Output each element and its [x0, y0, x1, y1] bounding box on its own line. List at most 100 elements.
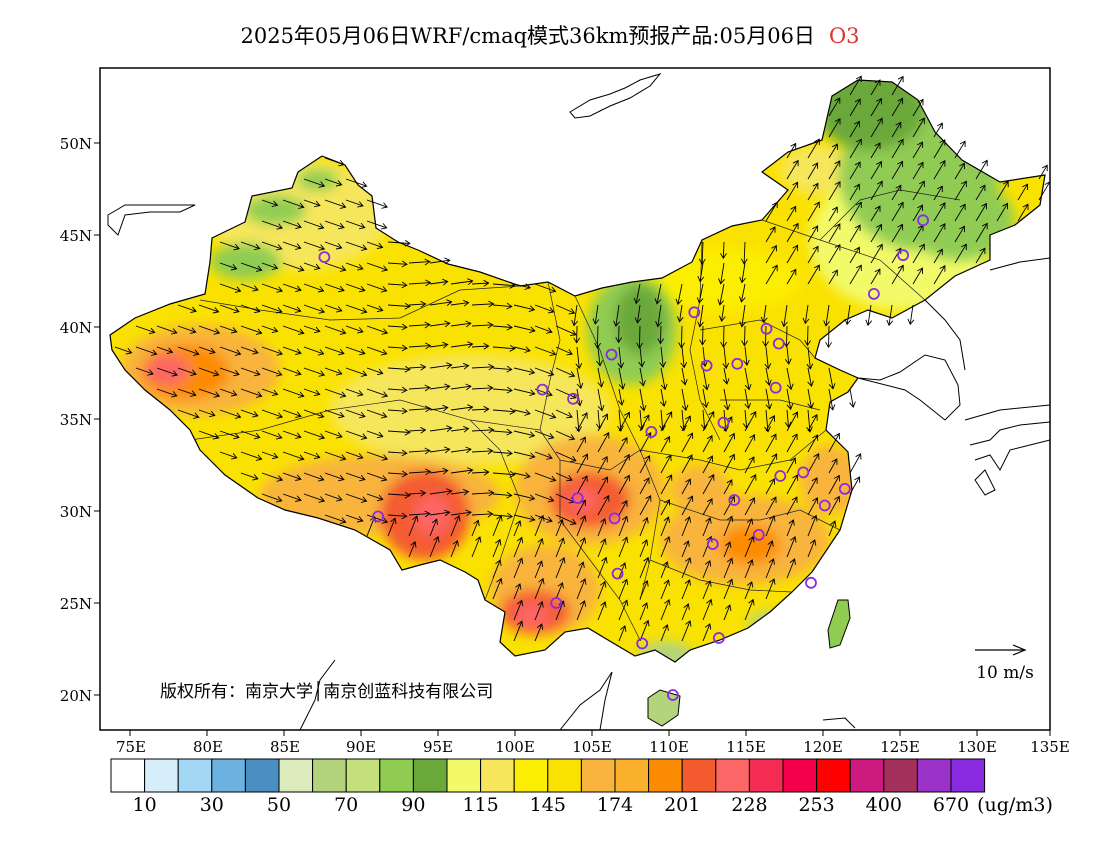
wind-arrow [261, 430, 283, 440]
wind-arrow [198, 430, 220, 440]
wind-arrow [492, 491, 513, 499]
wind-arrow [261, 199, 279, 208]
wind-arrow [513, 388, 536, 397]
wind-arrow [597, 601, 607, 621]
wind-arrow [722, 346, 730, 370]
wind-arrow [849, 246, 860, 264]
wind-arrow [471, 363, 495, 371]
wind-arrow [408, 300, 427, 308]
wind-arrow [429, 257, 451, 265]
wind-arrow [282, 472, 302, 481]
wind-arrow [219, 367, 240, 377]
wind-arrow [723, 388, 731, 411]
wind-arrow [156, 325, 178, 335]
wind-arrow [408, 489, 427, 497]
wind-arrow [870, 117, 883, 138]
city-marker [838, 482, 851, 495]
wind-arrow [702, 367, 710, 391]
wind-arrow [681, 478, 691, 495]
wind-arrow [870, 142, 881, 159]
wind-arrow [534, 367, 555, 377]
wind-arrow [471, 510, 494, 518]
wind-arrow [282, 367, 302, 376]
wind-arrow [555, 430, 576, 441]
wind-arrow [891, 138, 904, 159]
colorbar-label: 400 [866, 794, 902, 816]
wind-arrow [681, 579, 691, 600]
wind-arrow [303, 325, 321, 334]
wind-arrow [702, 388, 709, 409]
wind-arrow [680, 346, 688, 369]
wind-arrow [282, 325, 305, 335]
wind-arrow [534, 346, 557, 357]
wind-arrow [702, 559, 712, 579]
wind-arrow [408, 342, 432, 350]
wind-arrow [786, 159, 799, 180]
wind-arrow [492, 323, 513, 331]
wind-arrow [345, 199, 364, 208]
wind-arrow [784, 346, 792, 365]
wind-arrow [660, 367, 668, 391]
wind-arrow [618, 453, 630, 474]
wind-arrow [534, 451, 553, 460]
wind-arrow [765, 433, 777, 453]
wind-arrow [324, 514, 347, 524]
wind-arrow [282, 346, 302, 355]
colorbar-swatch [412, 758, 448, 793]
wind-arrow [303, 451, 321, 460]
plot-frame [99, 67, 1051, 731]
city-marker [731, 357, 744, 370]
wind-arrow [366, 514, 389, 524]
wind-arrow [765, 578, 776, 600]
wind-arrow [723, 578, 734, 600]
wind-arrow [720, 241, 727, 260]
wind-arrow [408, 426, 427, 434]
wind-arrow [240, 451, 263, 461]
wind-arrow [261, 325, 279, 334]
colorbar-swatch [916, 758, 952, 793]
lon-labels: 75E 80E 85E 90E 95E 100E 105E 110E 115E … [116, 738, 1070, 756]
city-marker [713, 632, 725, 644]
wind-arrow [576, 412, 588, 432]
wind-arrow [723, 479, 733, 495]
wind-scale: 10 m/s [975, 644, 1034, 683]
wind-arrow [492, 386, 513, 394]
wind-arrow [177, 325, 197, 334]
wind-arrow [576, 515, 587, 537]
wind-arrow [597, 413, 609, 432]
wind-arrow [912, 267, 923, 285]
wind-arrow [870, 97, 882, 117]
wind-arrow [513, 283, 531, 290]
wind-arrow [177, 388, 197, 397]
wind-arrow [765, 415, 776, 432]
wind-arrow [408, 510, 431, 518]
city-marker [717, 416, 730, 429]
city-markers [318, 214, 929, 701]
wind-arrow [618, 474, 630, 495]
lat-label-30: 30N [60, 503, 92, 521]
wind-arrow [844, 304, 852, 326]
city-marker [605, 348, 618, 361]
wind-arrow [366, 451, 389, 461]
wind-arrow [450, 425, 470, 433]
wind-arrow [765, 453, 778, 474]
wind-arrow [764, 346, 772, 370]
wind-arrow [618, 367, 626, 390]
wind-arrow [282, 304, 302, 313]
wind-arrow [933, 160, 946, 180]
y-ticks [94, 142, 100, 696]
wind-arrow [891, 184, 902, 201]
wind-arrow [592, 304, 600, 325]
wind-arrow [408, 384, 431, 392]
wind-arrow [700, 409, 708, 431]
lat-label-20: 20N [60, 687, 92, 705]
wind-arrow [639, 388, 647, 412]
wind-arrow [450, 404, 474, 412]
wind-arrow [471, 300, 495, 308]
colorbar-swatch [278, 758, 314, 793]
wind-arrow [786, 496, 798, 516]
wind-arrow [534, 560, 544, 579]
wind-arrow [807, 497, 819, 516]
wind-arrow [492, 514, 503, 537]
wind-arrow [345, 409, 366, 419]
